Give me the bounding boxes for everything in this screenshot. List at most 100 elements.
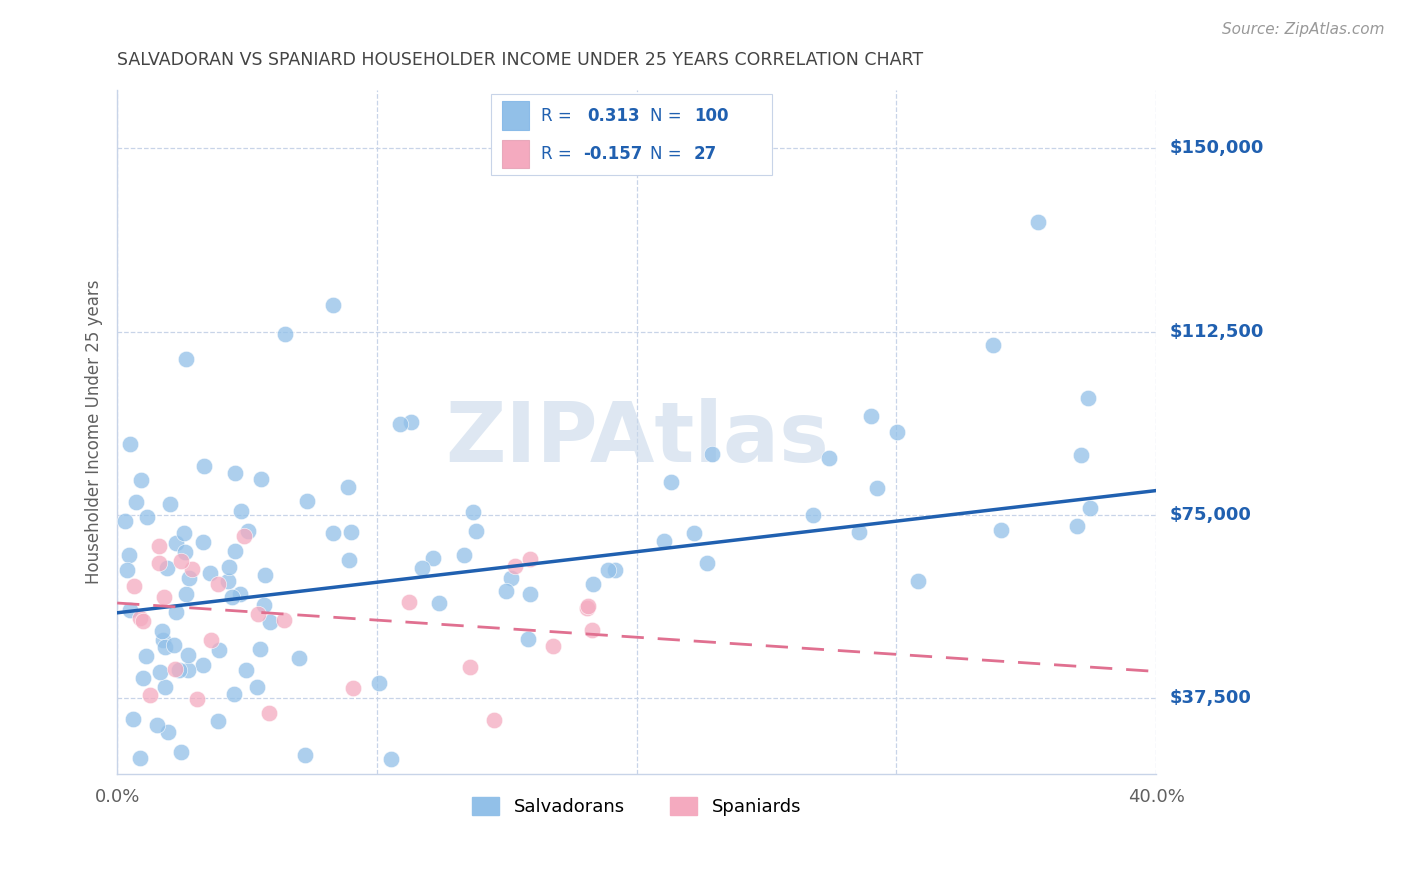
Point <box>339 553 361 567</box>
Point <box>152 632 174 647</box>
Point <box>165 536 187 550</box>
Point <box>464 524 486 538</box>
Point <box>249 642 271 657</box>
Point <box>167 663 190 677</box>
Point <box>114 514 136 528</box>
Point <box>1078 501 1101 516</box>
Point <box>177 663 200 677</box>
Point <box>1077 392 1099 406</box>
Point <box>683 525 706 540</box>
Point <box>165 605 187 619</box>
Point <box>224 543 246 558</box>
Point <box>273 613 295 627</box>
FancyBboxPatch shape <box>502 102 529 130</box>
Point <box>129 474 152 488</box>
Point <box>427 596 450 610</box>
Point <box>218 559 240 574</box>
Point <box>159 497 181 511</box>
Text: 0.313: 0.313 <box>586 107 640 125</box>
Point <box>122 579 145 593</box>
Point <box>519 552 541 566</box>
Text: SALVADORAN VS SPANIARD HOUSEHOLDER INCOME UNDER 25 YEARS CORRELATION CHART: SALVADORAN VS SPANIARD HOUSEHOLDER INCOM… <box>117 51 924 69</box>
Point <box>145 718 167 732</box>
Point <box>505 559 527 574</box>
Point <box>191 657 214 672</box>
Point <box>193 535 215 549</box>
Point <box>173 525 195 540</box>
Point <box>176 586 198 600</box>
Point <box>519 586 541 600</box>
Point <box>495 584 517 599</box>
Point <box>132 671 155 685</box>
Point <box>322 526 344 541</box>
Point <box>453 548 475 562</box>
Point <box>865 481 887 495</box>
Point <box>259 615 281 630</box>
Point <box>135 509 157 524</box>
Point <box>117 548 139 562</box>
Point <box>541 639 564 653</box>
Point <box>249 472 271 486</box>
Point <box>217 574 239 588</box>
Point <box>458 660 481 674</box>
Point <box>153 640 176 655</box>
Point <box>654 533 676 548</box>
Point <box>484 713 506 727</box>
Point <box>907 574 929 589</box>
Point <box>801 508 824 522</box>
Point <box>224 466 246 480</box>
Text: N =: N = <box>650 107 682 125</box>
Point <box>207 577 229 591</box>
Point <box>229 587 252 601</box>
Text: $112,500: $112,500 <box>1170 323 1264 341</box>
Point <box>177 571 200 585</box>
Point <box>149 665 172 679</box>
Point <box>125 495 148 509</box>
Point <box>659 475 682 489</box>
Text: $150,000: $150,000 <box>1170 139 1264 157</box>
Point <box>200 632 222 647</box>
Point <box>193 459 215 474</box>
Point <box>817 451 839 466</box>
Point <box>118 603 141 617</box>
Text: R =: R = <box>541 145 576 163</box>
Point <box>411 560 433 574</box>
Point <box>128 751 150 765</box>
Point <box>236 524 259 539</box>
Point <box>153 590 176 604</box>
Text: R =: R = <box>541 107 576 125</box>
Point <box>156 724 179 739</box>
Text: $37,500: $37,500 <box>1170 690 1251 707</box>
Point <box>576 599 599 614</box>
Point <box>246 680 269 694</box>
Point <box>516 632 538 646</box>
Point <box>1026 215 1049 229</box>
Point <box>117 563 139 577</box>
Point <box>696 556 718 570</box>
Point <box>1070 448 1092 462</box>
Point <box>233 529 256 543</box>
Point <box>253 567 276 582</box>
Point <box>170 745 193 759</box>
Point <box>163 662 186 676</box>
Point <box>336 480 359 494</box>
Point <box>128 611 150 625</box>
FancyBboxPatch shape <box>491 95 772 175</box>
Text: N =: N = <box>650 145 682 163</box>
Point <box>983 338 1005 352</box>
Point <box>581 624 603 638</box>
Point <box>221 590 243 604</box>
Point <box>603 563 626 577</box>
Point <box>388 417 411 431</box>
Point <box>342 681 364 695</box>
Point <box>700 447 723 461</box>
Point <box>150 624 173 638</box>
Point <box>368 676 391 690</box>
Point <box>575 601 598 615</box>
Text: 100: 100 <box>693 107 728 125</box>
Point <box>235 663 257 677</box>
Point <box>398 595 420 609</box>
Point <box>198 566 221 581</box>
Text: -0.157: -0.157 <box>582 145 643 163</box>
Point <box>422 550 444 565</box>
